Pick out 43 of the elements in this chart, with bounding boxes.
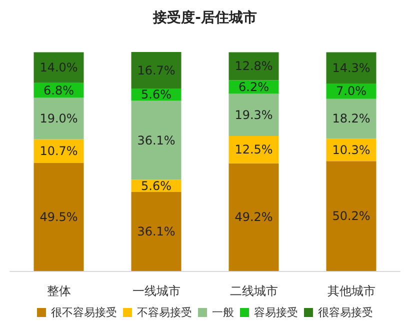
data-label: 12.8%	[234, 59, 273, 74]
bar	[131, 100, 182, 180]
legend-label: 很容易接受	[318, 306, 373, 319]
x-tick-label: 一线城市	[132, 284, 180, 298]
data-label: 12.5%	[234, 142, 273, 157]
data-label: 50.2%	[332, 209, 370, 224]
data-label: 36.1%	[137, 133, 176, 148]
legend-label: 很不容易接受	[51, 306, 117, 319]
bar	[326, 52, 376, 84]
x-tick-label: 其他城市	[327, 284, 376, 298]
data-label: 10.7%	[40, 144, 78, 158]
bar	[228, 163, 279, 271]
legend-label: 容易接受	[254, 306, 298, 319]
data-label: 5.6%	[141, 88, 172, 102]
data-label: 6.8%	[44, 83, 74, 98]
bar	[326, 161, 376, 271]
data-label: 19.0%	[40, 112, 78, 126]
bar	[131, 192, 182, 271]
data-label: 16.7%	[137, 63, 176, 78]
legend-label: 不容易接受	[137, 306, 192, 319]
data-label: 49.5%	[40, 210, 78, 224]
data-label: 7.0%	[336, 84, 366, 98]
data-label: 14.3%	[332, 60, 370, 75]
data-label: 19.3%	[234, 108, 273, 122]
x-tick-label: 二线城市	[230, 284, 278, 298]
data-label: 49.2%	[234, 210, 273, 224]
x-tick-label: 整体	[46, 284, 71, 298]
bar	[228, 136, 279, 164]
bar	[34, 98, 84, 140]
bar	[34, 52, 84, 83]
data-label: 36.1%	[137, 224, 176, 239]
data-label: 14.0%	[40, 60, 78, 75]
bar	[326, 98, 376, 139]
bar	[228, 52, 279, 80]
chart-title: 接受度-居住城市	[152, 9, 257, 26]
data-label: 10.3%	[332, 142, 370, 157]
bar	[34, 162, 84, 271]
bar	[131, 52, 182, 89]
data-label: 18.2%	[332, 112, 370, 126]
data-label: 5.6%	[141, 178, 172, 193]
data-label: 6.2%	[238, 80, 269, 94]
legend-label: 一般	[212, 306, 234, 319]
bar	[228, 94, 279, 136]
